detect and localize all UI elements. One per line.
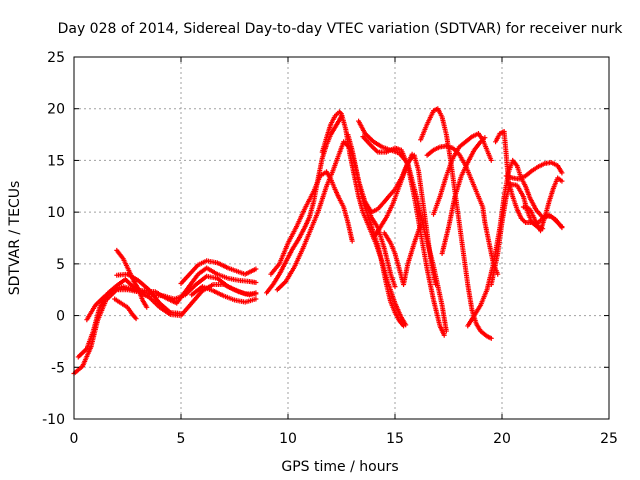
chart-title: Day 028 of 2014, Sidereal Day-to-day VTE… (58, 21, 624, 37)
data-point (253, 290, 259, 296)
series-trace-3 (84, 265, 259, 323)
series-trace-22 (439, 135, 488, 257)
data-point (443, 328, 449, 334)
series-trace-18 (381, 222, 424, 288)
data-point (488, 157, 494, 163)
y-tick-label: -10 (42, 412, 65, 428)
x-tick-label: 25 (600, 431, 618, 447)
series-trace-4 (114, 247, 150, 310)
data-point (253, 266, 259, 272)
data-marks (71, 106, 565, 376)
data-point (144, 304, 150, 310)
y-tick-label: -5 (51, 360, 65, 376)
data-point (178, 311, 184, 317)
data-point (559, 170, 565, 176)
x-tick-label: 20 (493, 431, 511, 447)
y-tick-label: 5 (56, 257, 65, 273)
data-point (392, 284, 398, 290)
data-point (441, 332, 447, 338)
x-tick-label: 5 (177, 431, 186, 447)
data-point (559, 178, 565, 184)
data-point (133, 316, 139, 322)
y-tick-label: 25 (47, 50, 65, 66)
y-axis-label: SDTVAR / TECUs (7, 181, 23, 296)
y-tick-label: 15 (47, 153, 65, 169)
series-trace-6 (114, 271, 184, 317)
data-point (488, 335, 494, 341)
data-point (253, 296, 259, 302)
y-tick-label: 10 (47, 205, 65, 221)
series-trace-7 (178, 258, 259, 287)
data-point (253, 279, 259, 285)
series-trace-27 (520, 175, 565, 234)
series-trace-26 (503, 159, 565, 182)
data-point (433, 282, 439, 288)
data-point (482, 135, 488, 141)
series-trace-5 (112, 296, 139, 322)
x-tick-label: 15 (386, 431, 404, 447)
data-point (559, 224, 565, 230)
series-trace-25 (493, 128, 546, 232)
series-trace-8 (189, 284, 259, 305)
series-trace-10 (268, 169, 355, 277)
y-tick-label: 0 (56, 309, 65, 325)
x-tick-label: 0 (70, 431, 79, 447)
series-trace-21 (431, 131, 494, 217)
data-point (401, 323, 407, 329)
x-tick-label: 10 (279, 431, 297, 447)
data-point (495, 271, 501, 277)
series-trace-17 (371, 151, 415, 241)
data-point (418, 222, 424, 228)
data-point (409, 151, 415, 157)
data-point (349, 238, 355, 244)
axes: 0 5 10 15 20 25 -10 -5 0 5 10 15 20 25 (42, 50, 618, 447)
plot-frame (73, 56, 610, 420)
x-axis-label: GPS time / hours (281, 459, 398, 475)
y-tick-label: 20 (47, 102, 65, 118)
